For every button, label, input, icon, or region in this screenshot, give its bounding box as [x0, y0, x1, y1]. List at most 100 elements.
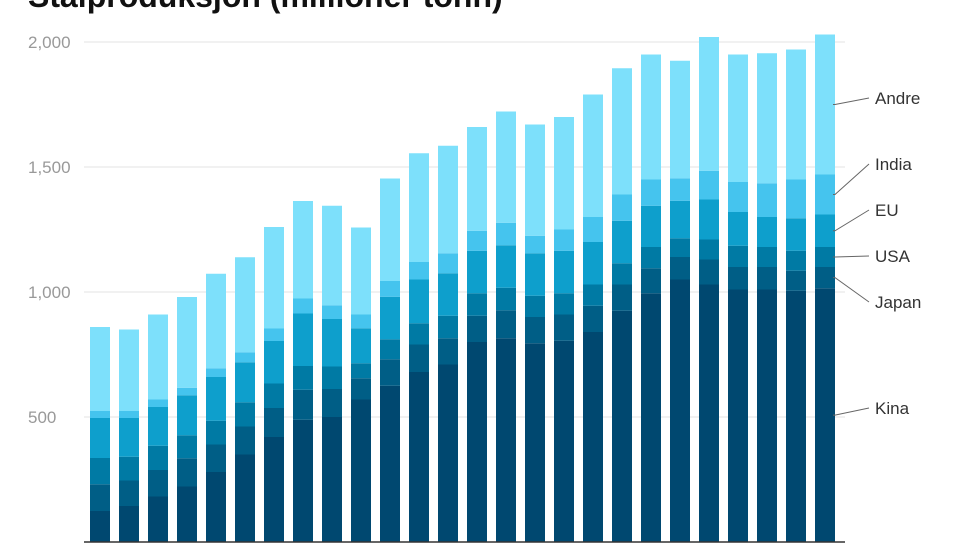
bar-eu-19: [612, 220, 632, 264]
bar-andre-23: [728, 54, 748, 182]
bar-usa-14: [467, 293, 487, 316]
bar-andre-7: [264, 227, 284, 329]
bar-eu-24: [757, 217, 777, 247]
bar-india-25: [786, 179, 806, 219]
bar-andre-11: [380, 178, 400, 281]
bar-japan-4: [177, 458, 197, 487]
bar-kina-1: [90, 511, 110, 542]
bar-kina-19: [612, 310, 632, 542]
bar-japan-3: [148, 470, 168, 497]
bar-andre-2: [119, 329, 139, 411]
bar-usa-3: [148, 445, 168, 470]
bar-andre-15: [496, 111, 516, 223]
bar-india-18: [583, 217, 603, 242]
bar-japan-1: [90, 484, 110, 511]
y-tick-label-1000: 1,000: [28, 283, 71, 302]
bar-india-26: [815, 174, 835, 215]
bar-kina-22: [699, 284, 719, 542]
legend-leader-usa: [833, 255, 870, 258]
bar-kina-24: [757, 289, 777, 542]
bar-japan-26: [815, 267, 835, 289]
y-tick-label-500: 500: [28, 408, 56, 427]
bar-eu-23: [728, 212, 748, 246]
bar-usa-25: [786, 250, 806, 271]
bar-usa-19: [612, 263, 632, 285]
bar-usa-5: [206, 420, 226, 445]
bar-kina-23: [728, 289, 748, 542]
bar-japan-2: [119, 480, 139, 506]
bar-eu-17: [554, 250, 574, 294]
bar-usa-12: [409, 323, 429, 345]
bar-india-8: [293, 298, 313, 314]
legend-leader-india: [833, 163, 870, 195]
bar-japan-24: [757, 267, 777, 290]
legend-label-usa: USA: [875, 247, 911, 266]
bar-andre-26: [815, 34, 835, 175]
bar-kina-9: [322, 417, 342, 542]
bar-eu-13: [438, 273, 458, 316]
bar-japan-13: [438, 338, 458, 365]
bar-india-20: [641, 179, 661, 206]
bar-eu-10: [351, 328, 371, 364]
bar-kina-21: [670, 279, 690, 542]
bar-usa-22: [699, 239, 719, 260]
bar-eu-21: [670, 200, 690, 239]
bar-india-23: [728, 182, 748, 212]
bar-eu-16: [525, 253, 545, 296]
bar-japan-8: [293, 389, 313, 420]
bar-india-7: [264, 328, 284, 341]
bar-andre-19: [612, 68, 632, 195]
legend-label-andre: Andre: [875, 89, 920, 108]
bar-andre-4: [177, 297, 197, 388]
bar-usa-8: [293, 366, 313, 390]
bar-kina-16: [525, 343, 545, 542]
legend-label-india: India: [875, 155, 912, 174]
bar-usa-15: [496, 287, 516, 311]
bar-japan-22: [699, 259, 719, 285]
legend-leader-eu: [833, 209, 870, 232]
bar-andre-5: [206, 273, 226, 369]
bar-andre-20: [641, 54, 661, 180]
bar-usa-24: [757, 247, 777, 267]
bar-japan-20: [641, 268, 661, 294]
bar-japan-7: [264, 408, 284, 437]
bar-kina-17: [554, 340, 574, 542]
bar-andre-16: [525, 124, 545, 236]
bar-usa-1: [90, 458, 110, 485]
bar-kina-20: [641, 293, 661, 542]
y-tick-label-1500: 1,500: [28, 158, 71, 177]
bar-usa-2: [119, 456, 139, 481]
bar-usa-20: [641, 247, 661, 269]
bar-india-2: [119, 411, 139, 418]
bar-kina-8: [293, 419, 313, 542]
bar-eu-5: [206, 377, 226, 421]
bar-kina-13: [438, 364, 458, 542]
bar-kina-10: [351, 399, 371, 542]
bar-india-14: [467, 230, 487, 251]
bar-eu-1: [90, 418, 110, 458]
bar-usa-4: [177, 435, 197, 459]
bar-india-24: [757, 183, 777, 217]
bar-eu-12: [409, 279, 429, 324]
bar-andre-1: [90, 327, 110, 411]
bar-andre-14: [467, 127, 487, 231]
y-axis: 500 1,000 1,500 2,000: [28, 33, 845, 543]
bar-japan-5: [206, 444, 226, 472]
legend: Kina Japan USA EU India Andre: [833, 89, 921, 418]
bar-eu-4: [177, 395, 197, 436]
bar-kina-25: [786, 290, 806, 542]
bar-andre-21: [670, 60, 690, 179]
bar-india-11: [380, 281, 400, 297]
bar-kina-18: [583, 332, 603, 542]
bar-andre-6: [235, 257, 255, 353]
bar-japan-6: [235, 426, 255, 455]
bar-andre-13: [438, 145, 458, 254]
bar-eu-8: [293, 313, 313, 366]
legend-label-eu: EU: [875, 201, 899, 220]
chart-title: Stålproduksjon (millioner tonn): [28, 0, 503, 15]
bar-japan-21: [670, 257, 690, 280]
legend-leader-andre: [833, 97, 870, 105]
bar-andre-3: [148, 314, 168, 400]
bar-kina-4: [177, 486, 197, 542]
